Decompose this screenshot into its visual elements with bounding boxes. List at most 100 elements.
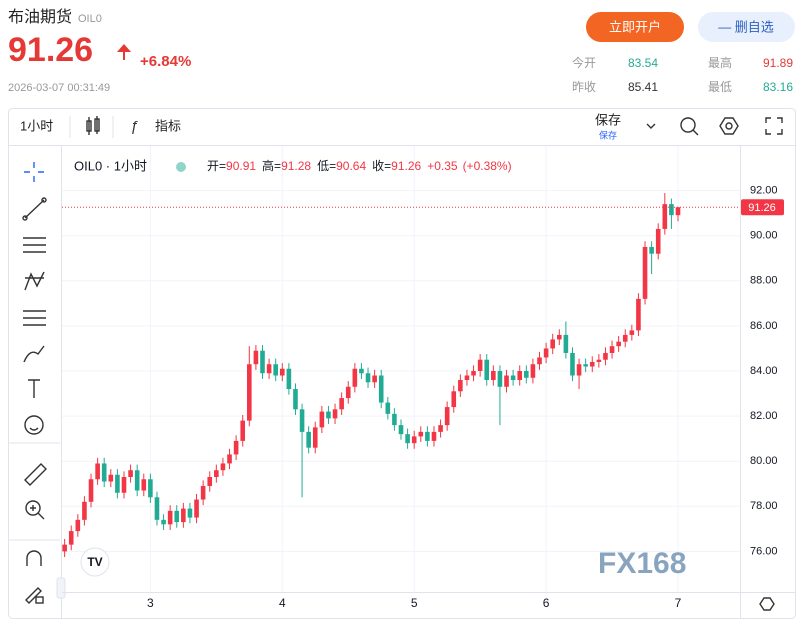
candle-body	[286, 368, 292, 390]
candle-body	[68, 531, 74, 545]
candle-body	[451, 391, 457, 408]
ohlc-legend: 开= 90.91 高= 91.28 低= 90.64 收= 91.26 +0.35 (+0.38%…	[207, 158, 512, 173]
candle-body	[636, 298, 641, 331]
candle-type-icon[interactable]	[86, 116, 100, 135]
x-tick-label: 5	[411, 596, 418, 610]
legend-value: 90.91	[226, 159, 256, 173]
save[interactable]: 保存	[595, 112, 621, 127]
candle-body	[418, 431, 424, 437]
candle-body	[385, 402, 391, 414]
tv-logo: TV	[80, 547, 110, 577]
candle-body	[517, 371, 523, 381]
interval[interactable]: 1小时	[20, 118, 53, 133]
collapse-tab[interactable]	[56, 577, 66, 599]
candle-body	[675, 207, 681, 216]
last-price-badge	[741, 199, 784, 216]
quote-label: 最低	[708, 80, 732, 94]
candle-body	[306, 431, 311, 448]
candle-body	[530, 364, 536, 378]
candle-body	[279, 368, 285, 376]
axis-settings-icon[interactable]	[759, 597, 775, 611]
alert-icon[interactable]	[680, 117, 699, 136]
candle-body	[570, 352, 575, 376]
candle-body	[88, 479, 94, 502]
candle-body	[477, 359, 483, 371]
candle-body	[504, 375, 509, 387]
candle-body	[629, 330, 635, 335]
status-dot	[176, 162, 186, 172]
x-tick-label: 7	[675, 596, 682, 610]
candle-body	[134, 470, 140, 491]
legend-value: 91.28	[281, 159, 311, 173]
button-bg[interactable]	[698, 12, 795, 42]
quote-label: 昨收	[572, 80, 596, 94]
fx-icon[interactable]: ƒ	[130, 118, 138, 135]
candle-body	[622, 334, 628, 342]
candle-body	[563, 334, 569, 353]
dropdown-icon[interactable]	[646, 123, 656, 129]
candle-body	[181, 508, 186, 523]
candle-body	[425, 431, 430, 441]
candle-body	[154, 497, 160, 520]
candle-body	[576, 364, 582, 376]
candle-body	[214, 470, 219, 477]
last-price: 91.26	[8, 31, 93, 69]
watch-button[interactable]: — 删自选	[698, 12, 795, 42]
timestamp: 2026-03-07 00:31:49	[8, 82, 110, 94]
candle-body	[609, 346, 615, 353]
x-tick-label: 4	[279, 596, 286, 610]
button-bg[interactable]	[586, 12, 684, 42]
candle-body	[220, 463, 226, 471]
candle-body	[589, 361, 595, 367]
svg-text:TV: TV	[87, 555, 102, 569]
quote-value: 83.54	[628, 56, 658, 70]
candle-body	[438, 425, 443, 432]
candle-body	[398, 425, 404, 435]
candle-body	[359, 368, 364, 374]
legend-label: 低=	[317, 159, 336, 173]
candle-body	[669, 204, 674, 216]
candle-body	[497, 371, 503, 387]
candle-body	[431, 431, 437, 441]
up-arrow	[117, 44, 131, 60]
y-tick-label: 90.00	[750, 230, 778, 242]
save-sub: 保存	[599, 129, 617, 140]
candle-body	[312, 427, 318, 448]
candle-body	[299, 409, 305, 432]
candle-body	[510, 375, 516, 381]
candle-body	[128, 470, 133, 477]
candle-body	[161, 519, 166, 525]
candle-body	[392, 413, 397, 426]
quote-value: 91.89	[763, 56, 793, 70]
button-label[interactable]: — 删自选	[718, 19, 774, 34]
button-label[interactable]: 立即开户	[609, 19, 661, 34]
candle-body	[293, 389, 298, 410]
x-tick-label: 3	[147, 596, 154, 610]
candle-body	[444, 407, 450, 426]
legend-label: 高=	[262, 158, 281, 173]
candle-body	[411, 436, 417, 444]
chart-frame	[8, 108, 796, 619]
legend-value: 91.26	[391, 159, 421, 173]
y-tick-label: 76.00	[750, 545, 778, 557]
open-account-button[interactable]: 立即开户	[586, 12, 684, 42]
settings-icon[interactable]	[719, 117, 739, 135]
indicators[interactable]: 指标	[155, 118, 181, 133]
candle-body	[372, 375, 377, 383]
candle-body	[253, 350, 259, 365]
candle-body	[266, 364, 272, 374]
candle-body	[326, 411, 331, 419]
fullscreen-icon[interactable]	[765, 117, 783, 135]
candle-body	[319, 411, 325, 428]
watermark: FX168	[598, 547, 686, 580]
drawing-tools[interactable]	[22, 162, 47, 604]
candle-body	[141, 479, 147, 491]
candle-body	[596, 359, 602, 362]
candle-body	[649, 246, 654, 254]
candle-body	[405, 434, 410, 444]
candle-body	[75, 519, 81, 532]
candle-body	[260, 350, 265, 374]
instrument-code: OIL0	[78, 13, 102, 25]
